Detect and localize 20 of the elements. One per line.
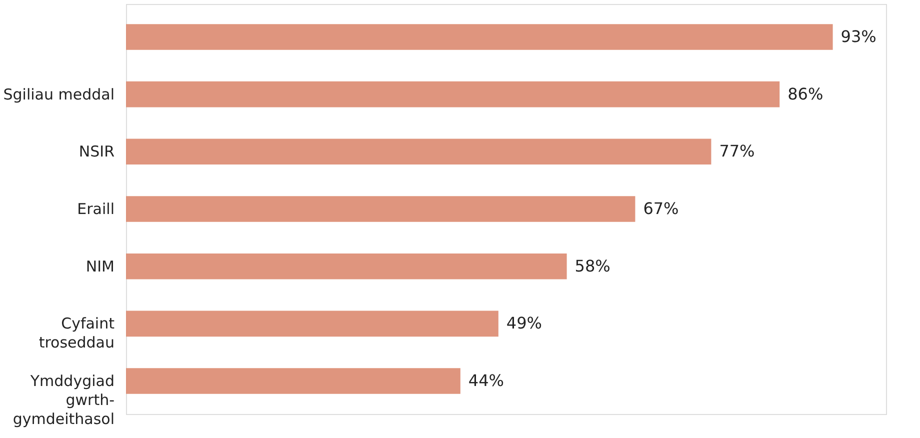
data-label: 58% [574,256,610,276]
data-label: 49% [506,314,542,333]
y-tick-label: Eraill [77,200,114,218]
bar [126,196,636,222]
data-label: 44% [468,371,504,390]
data-label: 86% [788,84,824,104]
bar [126,368,460,394]
y-tick-label: NSIR [78,142,114,161]
data-label: 67% [643,199,679,218]
y-tick-label: Cyfaint troseddau [38,314,115,352]
bar [126,253,567,280]
bar [126,138,712,165]
bar [126,310,498,337]
y-tick-label: Ymddygiad gwrth-gymdeithasol [12,372,114,428]
data-label: 93% [840,26,876,46]
bar [126,24,833,50]
data-label: 77% [719,142,755,161]
bar [126,81,780,108]
y-tick-label: Sgiliau meddal [3,85,114,104]
y-tick-label: NIM [86,257,114,276]
